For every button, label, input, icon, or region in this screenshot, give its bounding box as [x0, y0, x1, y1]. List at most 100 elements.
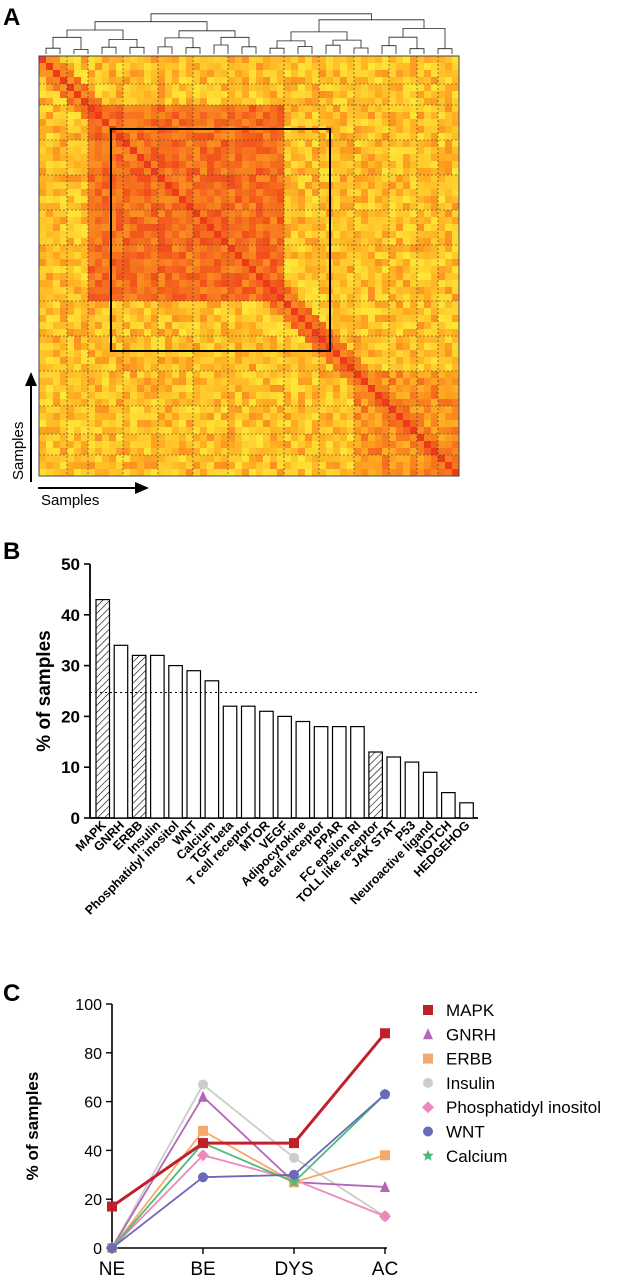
heatmap-cell — [88, 301, 96, 309]
heatmap-cell — [368, 168, 376, 176]
heatmap-cell — [242, 210, 250, 218]
heatmap-cell — [445, 294, 453, 302]
heatmap-cell — [137, 357, 145, 365]
heatmap-cell — [88, 175, 96, 183]
heatmap-cell — [389, 196, 397, 204]
heatmap-cell — [102, 308, 110, 316]
heatmap-cell — [221, 294, 229, 302]
heatmap-cell — [123, 217, 131, 225]
heatmap-cell — [193, 196, 201, 204]
heatmap-cell — [81, 441, 89, 449]
heatmap-cell — [298, 322, 306, 330]
heatmap-cell — [137, 259, 145, 267]
heatmap-cell — [347, 266, 355, 274]
heatmap-cell — [249, 175, 257, 183]
heatmap-cell — [410, 231, 418, 239]
heatmap-cell — [158, 413, 166, 421]
heatmap-cell — [158, 70, 166, 78]
heatmap-cell — [410, 406, 418, 414]
heatmap-cell — [347, 301, 355, 309]
heatmap-cell — [361, 378, 369, 386]
heatmap-cell — [452, 147, 460, 155]
heatmap-cell — [200, 392, 208, 400]
heatmap-cell — [116, 434, 124, 442]
heatmap-cell — [368, 112, 376, 120]
heatmap-cell — [249, 105, 257, 113]
heatmap-cell — [144, 434, 152, 442]
heatmap-cell — [431, 413, 439, 421]
heatmap-cell — [333, 427, 341, 435]
heatmap-cell — [305, 231, 313, 239]
heatmap-cell — [144, 413, 152, 421]
heatmap-cell — [389, 119, 397, 127]
heatmap-cell — [109, 77, 117, 85]
heatmap-cell — [256, 420, 264, 428]
series-point-gnrh — [198, 1090, 208, 1102]
heatmap-cell — [39, 455, 47, 463]
heatmap-cell — [172, 84, 180, 92]
heatmap-cell — [46, 210, 54, 218]
heatmap-cell — [312, 287, 320, 295]
heatmap-cell — [424, 441, 432, 449]
heatmap-cell — [53, 350, 61, 358]
heatmap-cell — [165, 336, 173, 344]
heatmap-cell — [214, 259, 222, 267]
heatmap-cell — [354, 273, 362, 281]
heatmap-cell — [319, 343, 327, 351]
heatmap-cell — [39, 154, 47, 162]
heatmap-cell — [193, 287, 201, 295]
dendrogram-branch — [66, 29, 124, 40]
heatmap-cell — [256, 308, 264, 316]
heatmap-cell — [396, 469, 404, 477]
heatmap-cell — [319, 189, 327, 197]
heatmap-cell — [235, 427, 243, 435]
heatmap-cell — [354, 77, 362, 85]
heatmap-cell — [284, 182, 292, 190]
heatmap-cell — [151, 112, 159, 120]
heatmap-cell — [207, 70, 215, 78]
heatmap-cell — [270, 385, 278, 393]
heatmap-cell — [228, 406, 236, 414]
heatmap-cell — [305, 329, 313, 337]
heatmap-cell — [74, 427, 82, 435]
heatmap-cell — [452, 161, 460, 169]
heatmap-cell — [242, 105, 250, 113]
heatmap-cell — [158, 189, 166, 197]
heatmap-cell — [151, 161, 159, 169]
heatmap-cell — [193, 98, 201, 106]
heatmap-cell — [263, 420, 271, 428]
heatmap-cell — [438, 119, 446, 127]
heatmap-cell — [389, 329, 397, 337]
heatmap-cell — [200, 210, 208, 218]
heatmap-cell — [207, 175, 215, 183]
heatmap-cell — [165, 350, 173, 358]
heatmap-cell — [410, 329, 418, 337]
heatmap-cell — [235, 77, 243, 85]
heatmap-cell — [60, 182, 68, 190]
heatmap-cell — [207, 434, 215, 442]
heatmap-cell — [424, 406, 432, 414]
heatmap-cell — [242, 406, 250, 414]
heatmap-cell — [116, 364, 124, 372]
heatmap-cell — [277, 287, 285, 295]
heatmap-cell — [95, 77, 103, 85]
heatmap-cell — [291, 266, 299, 274]
heatmap-cell — [382, 371, 390, 379]
heatmap-cell — [263, 259, 271, 267]
heatmap-cell — [382, 224, 390, 232]
heatmap-cell — [403, 448, 411, 456]
heatmap-cell — [74, 434, 82, 442]
heatmap-cell — [116, 343, 124, 351]
bar-y-tick-label: 50 — [61, 555, 80, 574]
heatmap-cell — [144, 196, 152, 204]
heatmap-cell — [361, 231, 369, 239]
heatmap-cell — [214, 364, 222, 372]
heatmap-cell — [242, 441, 250, 449]
heatmap-cell — [305, 133, 313, 141]
heatmap-cell — [137, 119, 145, 127]
heatmap-cell — [361, 77, 369, 85]
heatmap-cell — [221, 399, 229, 407]
heatmap-cell — [109, 84, 117, 92]
heatmap-cell — [137, 427, 145, 435]
heatmap-cell — [340, 238, 348, 246]
